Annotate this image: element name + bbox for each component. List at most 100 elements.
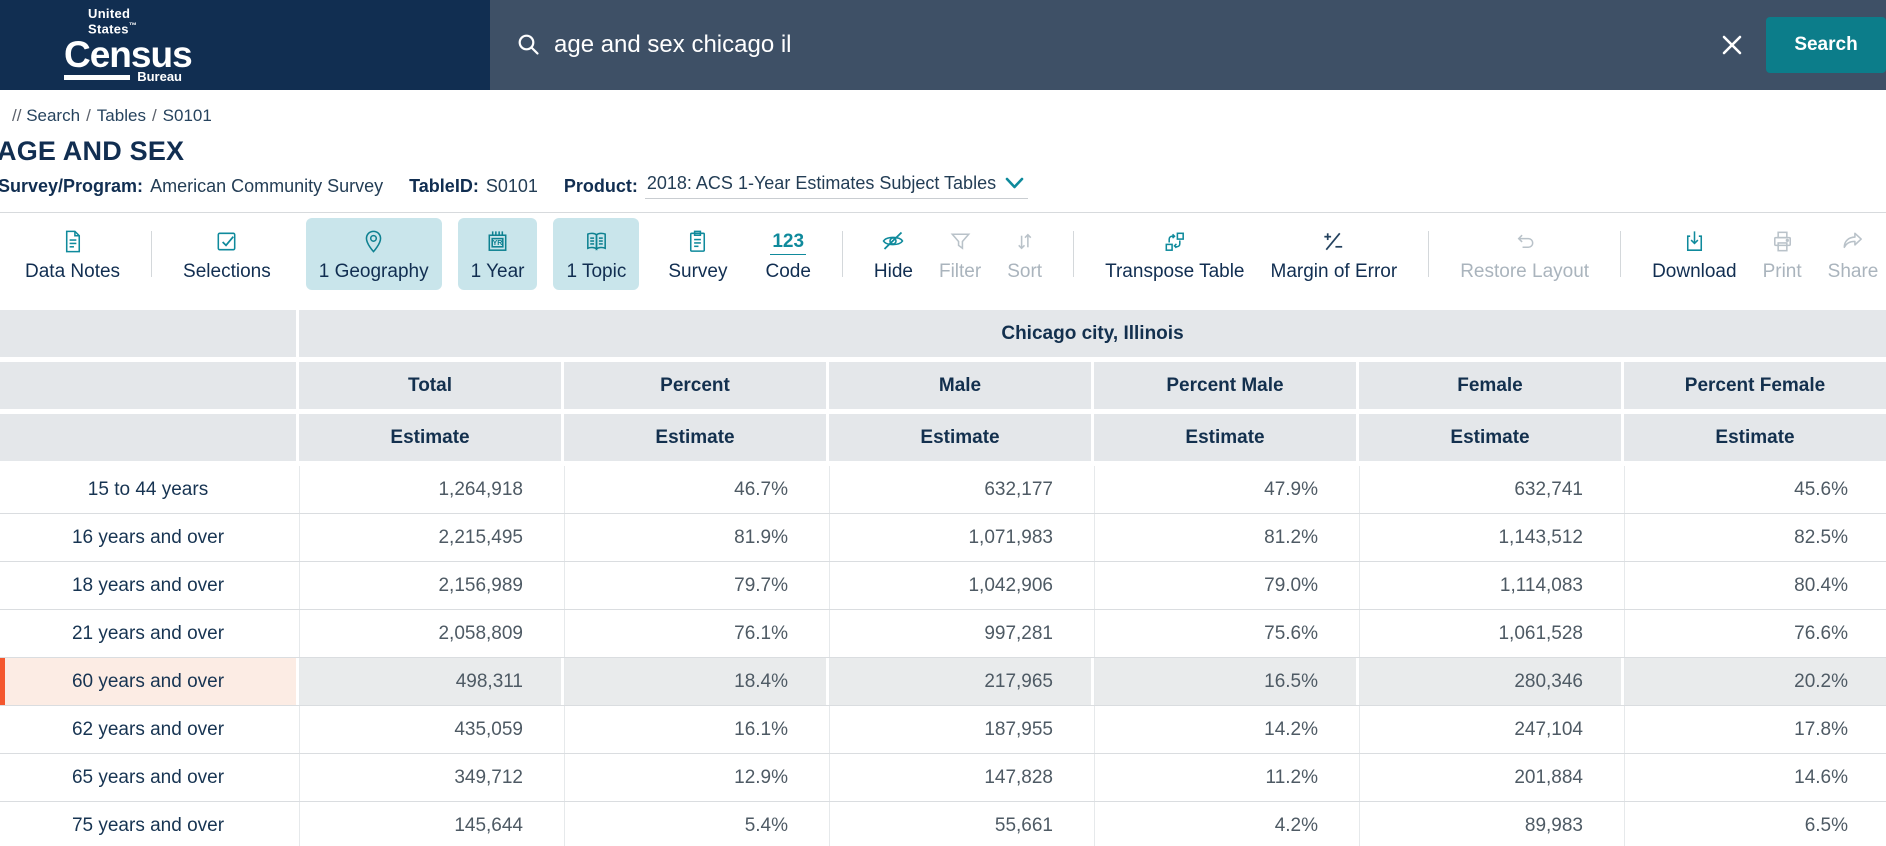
column-header-percent-female[interactable]: Percent Female: [1624, 362, 1886, 409]
margin-of-error-button[interactable]: Margin of Error: [1258, 218, 1411, 290]
cell-male-estimate[interactable]: 147,828: [829, 754, 1091, 801]
cell-percent-female-estimate[interactable]: 17.8%: [1624, 706, 1886, 753]
row-label[interactable]: 75 years and over: [71, 814, 225, 836]
column-header-percent[interactable]: Percent: [564, 362, 826, 409]
cell-male-estimate[interactable]: 1,042,906: [829, 562, 1091, 609]
download-button[interactable]: Download: [1639, 218, 1750, 290]
column-header-male[interactable]: Male: [829, 362, 1091, 409]
cell-male-estimate[interactable]: 55,661: [829, 802, 1091, 846]
clear-search-icon[interactable]: [1720, 33, 1744, 57]
print-icon: [1769, 225, 1796, 255]
cell-percent-male-estimate[interactable]: 81.2%: [1094, 514, 1356, 561]
estimate-header-cell[interactable]: Estimate: [1624, 414, 1886, 461]
row-label[interactable]: 15 to 44 years: [87, 478, 209, 500]
census-logo-block[interactable]: United States™ Census Bureau: [0, 0, 490, 90]
product-value: 2018: ACS 1-Year Estimates Subject Table…: [646, 173, 997, 193]
census-bureau-logo: United States™ Census Bureau: [64, 6, 193, 84]
cell-percent-estimate[interactable]: 76.1%: [564, 610, 826, 657]
product-selector[interactable]: Product: 2018: ACS 1-Year Estimates Subj…: [564, 173, 1029, 199]
data-notes-button[interactable]: Data Notes: [12, 218, 133, 290]
chevron-down-icon[interactable]: [1005, 177, 1024, 190]
cell-male-estimate[interactable]: 187,955: [829, 706, 1091, 753]
cell-percent-male-estimate[interactable]: 79.0%: [1094, 562, 1356, 609]
cell-female-estimate[interactable]: 280,346: [1359, 658, 1621, 705]
cell-female-estimate[interactable]: 1,061,528: [1359, 610, 1621, 657]
cell-percent-male-estimate[interactable]: 16.5%: [1094, 658, 1356, 705]
cell-percent-female-estimate[interactable]: 20.2%: [1624, 658, 1886, 705]
transpose-table-button[interactable]: Transpose Table: [1092, 218, 1257, 290]
share-icon: [1839, 225, 1866, 255]
column-header-percent-male[interactable]: Percent Male: [1094, 362, 1356, 409]
cell-percent-estimate[interactable]: 16.1%: [564, 706, 826, 753]
survey-button[interactable]: Survey: [655, 218, 740, 290]
cell-male-estimate[interactable]: 1,071,983: [829, 514, 1091, 561]
cell-percent-estimate[interactable]: 18.4%: [564, 658, 826, 705]
table-row: 18 years and over 2,156,989 79.7% 1,042,…: [0, 562, 1886, 610]
download-icon: [1681, 225, 1708, 255]
selections-button[interactable]: Selections: [170, 218, 284, 290]
cell-total-estimate[interactable]: 145,644: [299, 802, 561, 846]
geography-filter-button[interactable]: 1 Geography: [305, 218, 442, 290]
cell-percent-male-estimate[interactable]: 47.9%: [1094, 466, 1356, 513]
cell-female-estimate[interactable]: 1,114,083: [1359, 562, 1621, 609]
cell-percent-estimate[interactable]: 46.7%: [564, 466, 826, 513]
search-button[interactable]: Search: [1766, 17, 1886, 73]
estimate-header-cell[interactable]: Estimate: [1359, 414, 1621, 461]
cell-male-estimate[interactable]: 632,177: [829, 466, 1091, 513]
cell-total-estimate[interactable]: 349,712: [299, 754, 561, 801]
column-header-total[interactable]: Total: [299, 362, 561, 409]
cell-percent-female-estimate[interactable]: 45.6%: [1624, 466, 1886, 513]
topic-filter-button[interactable]: 1 Topic: [553, 218, 640, 290]
cell-male-estimate[interactable]: 997,281: [829, 610, 1091, 657]
cell-female-estimate[interactable]: 632,741: [1359, 466, 1621, 513]
cell-female-estimate[interactable]: 247,104: [1359, 706, 1621, 753]
cell-total-estimate[interactable]: 1,264,918: [299, 466, 561, 513]
row-label[interactable]: 60 years and over: [0, 658, 296, 705]
cell-percent-male-estimate[interactable]: 11.2%: [1094, 754, 1356, 801]
estimate-header-cell[interactable]: Estimate: [1094, 414, 1356, 461]
hide-button[interactable]: Hide: [861, 218, 926, 290]
row-label[interactable]: 21 years and over: [71, 622, 225, 644]
table-toolbar: Data Notes Selections 1 Geography YR 1 Y…: [0, 212, 1886, 296]
column-header-female[interactable]: Female: [1359, 362, 1621, 409]
cell-percent-female-estimate[interactable]: 76.6%: [1624, 610, 1886, 657]
cell-female-estimate[interactable]: 1,143,512: [1359, 514, 1621, 561]
cell-female-estimate[interactable]: 89,983: [1359, 802, 1621, 846]
estimate-header-cell[interactable]: Estimate: [829, 414, 1091, 461]
cell-percent-estimate[interactable]: 81.9%: [564, 514, 826, 561]
cell-percent-male-estimate[interactable]: 14.2%: [1094, 706, 1356, 753]
cell-total-estimate[interactable]: 2,058,809: [299, 610, 561, 657]
code-button[interactable]: 123 Code: [752, 218, 823, 290]
cell-total-estimate[interactable]: 2,156,989: [299, 562, 561, 609]
estimate-header-cell[interactable]: Estimate: [299, 414, 561, 461]
cell-total-estimate[interactable]: 435,059: [299, 706, 561, 753]
cell-percent-male-estimate[interactable]: 75.6%: [1094, 610, 1356, 657]
cell-percent-female-estimate[interactable]: 14.6%: [1624, 754, 1886, 801]
cell-percent-estimate[interactable]: 79.7%: [564, 562, 826, 609]
row-label[interactable]: 62 years and over: [71, 718, 225, 740]
breadcrumb-tableid-link[interactable]: S0101: [162, 106, 212, 125]
cell-percent-estimate[interactable]: 5.4%: [564, 802, 826, 846]
cell-percent-female-estimate[interactable]: 82.5%: [1624, 514, 1886, 561]
table-meta-row: Survey/Program: American Community Surve…: [0, 173, 1886, 199]
cell-percent-female-estimate[interactable]: 80.4%: [1624, 562, 1886, 609]
search-input[interactable]: [542, 31, 1720, 59]
cell-percent-female-estimate[interactable]: 6.5%: [1624, 802, 1886, 846]
cell-percent-estimate[interactable]: 12.9%: [564, 754, 826, 801]
sort-arrows-icon: [1011, 225, 1038, 255]
sort-button: Sort: [994, 218, 1055, 290]
row-label[interactable]: 65 years and over: [71, 766, 225, 788]
row-label[interactable]: 18 years and over: [71, 574, 225, 596]
estimate-header-cell[interactable]: Estimate: [564, 414, 826, 461]
breadcrumb-search-link[interactable]: Search: [26, 106, 81, 125]
cell-percent-male-estimate[interactable]: 4.2%: [1094, 802, 1356, 846]
cell-female-estimate[interactable]: 201,884: [1359, 754, 1621, 801]
year-filter-button[interactable]: YR 1 Year: [457, 218, 538, 290]
geography-header-cell[interactable]: Chicago city, Illinois: [299, 310, 1886, 357]
cell-total-estimate[interactable]: 2,215,495: [299, 514, 561, 561]
table-row: 16 years and over 2,215,495 81.9% 1,071,…: [0, 514, 1886, 562]
cell-male-estimate[interactable]: 217,965: [829, 658, 1091, 705]
cell-total-estimate[interactable]: 498,311: [299, 658, 561, 705]
row-label[interactable]: 16 years and over: [71, 526, 225, 548]
breadcrumb-tables-link[interactable]: Tables: [96, 106, 146, 125]
